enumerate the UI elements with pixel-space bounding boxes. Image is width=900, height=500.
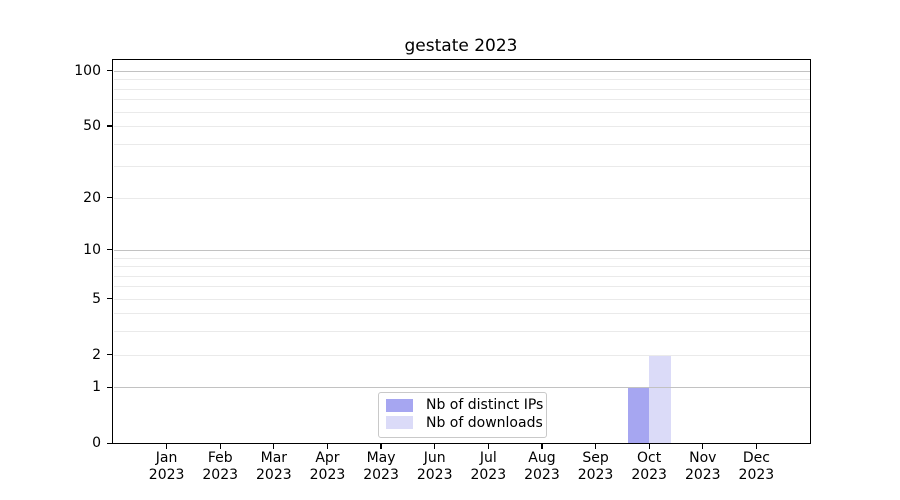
y-tick-label: 20 [83, 189, 101, 206]
x-tick-mark [434, 444, 436, 449]
chart-title: gestate 2023 [404, 36, 518, 56]
x-tick-mark [166, 444, 168, 449]
x-tick-mark [273, 444, 275, 449]
x-tick-mark [541, 444, 543, 449]
y-tick-label: 100 [74, 62, 101, 79]
plot-border [112, 59, 811, 445]
x-tick-label: May 2023 [363, 450, 399, 483]
y-tick-label: 50 [83, 118, 101, 135]
x-tick-label: Mar 2023 [256, 450, 292, 483]
legend-item-downloads: Nb of downloads [379, 414, 546, 432]
x-tick-mark [755, 444, 757, 449]
y-tick-label: 5 [92, 290, 101, 307]
x-tick-mark [326, 444, 329, 449]
y-tick-label: 2 [92, 346, 101, 363]
x-tick-label: Apr 2023 [309, 450, 346, 483]
x-tick-label: Jun 2023 [416, 450, 453, 483]
y-tick-label: 0 [92, 435, 101, 452]
legend-swatch-distinct-ips [386, 398, 413, 412]
x-tick-mark [702, 444, 704, 449]
legend-label-downloads: Nb of downloads [426, 414, 543, 431]
legend-swatch-downloads [386, 416, 413, 430]
x-tick-label: Jul 2023 [470, 450, 507, 483]
y-tick-label: 1 [92, 379, 101, 396]
x-tick-label: Sep 2023 [577, 450, 614, 483]
x-tick-mark [594, 444, 597, 449]
x-tick-label: Jan 2023 [148, 450, 185, 483]
x-tick-mark [648, 444, 650, 449]
legend-label-distinct-ips: Nb of distinct IPs [426, 397, 544, 414]
x-tick-label: Dec 2023 [738, 450, 775, 483]
x-tick-mark [219, 444, 221, 449]
legend-item-distinct-ips: Nb of distinct IPs [379, 397, 546, 415]
legend: Nb of distinct IPs Nb of downloads [378, 391, 547, 438]
x-tick-mark [380, 444, 382, 449]
y-tick-label: 10 [83, 241, 101, 258]
x-tick-label: Oct 2023 [631, 450, 667, 483]
x-tick-label: Feb 2023 [202, 450, 239, 483]
x-tick-label: Aug 2023 [524, 450, 560, 483]
x-tick-mark [487, 444, 489, 449]
x-tick-label: Nov 2023 [684, 450, 721, 483]
